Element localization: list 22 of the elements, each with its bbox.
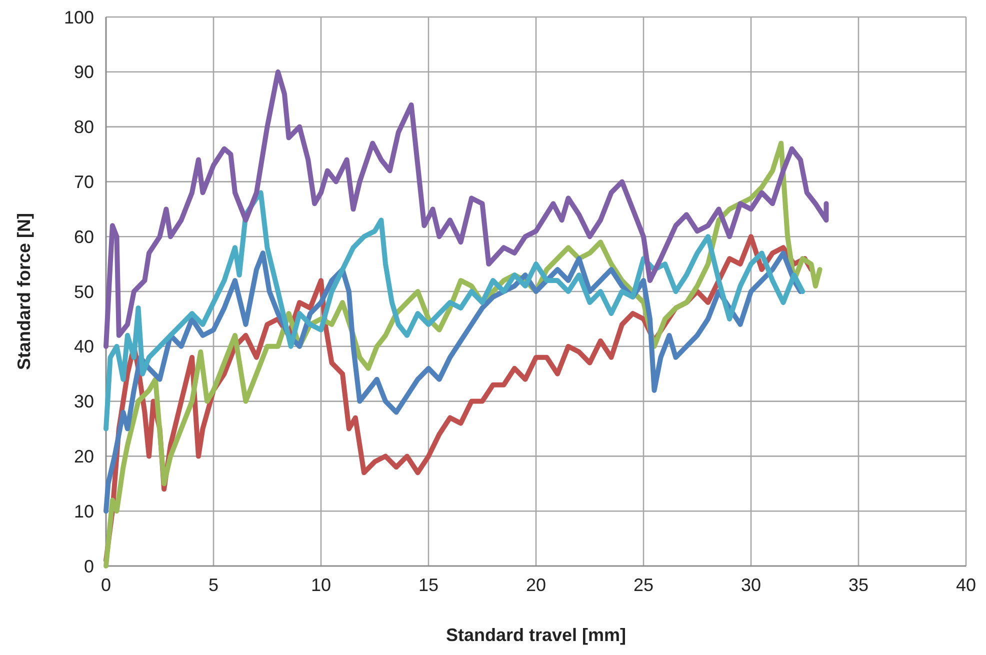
x-tick-label: 20 (526, 575, 546, 595)
y-tick-label: 100 (64, 7, 94, 28)
y-axis-title: Standard force [N] (14, 212, 34, 370)
y-tick-label: 50 (74, 282, 94, 302)
y-tick-label: 10 (74, 501, 94, 522)
x-tick-label: 5 (208, 575, 219, 595)
x-tick-label: 0 (100, 575, 112, 595)
y-tick-label: 90 (74, 62, 94, 82)
x-tick-label: 30 (740, 575, 762, 595)
x-tick-label: 10 (310, 575, 332, 595)
y-tick-label: 80 (74, 117, 94, 138)
y-tick-label: 70 (74, 172, 94, 192)
x-axis-title: Standard travel [mm] (446, 625, 626, 645)
y-tick-label: 60 (74, 226, 94, 247)
x-tick-label: 25 (633, 575, 654, 595)
x-tick-label: 40 (956, 575, 976, 595)
y-tick-label: 40 (74, 336, 94, 357)
y-tick-label: 30 (74, 392, 94, 412)
y-tick-label: 0 (84, 556, 94, 576)
x-tick-label: 35 (848, 575, 869, 595)
x-tick-label: 15 (418, 575, 439, 595)
y-tick-label: 20 (74, 446, 94, 466)
